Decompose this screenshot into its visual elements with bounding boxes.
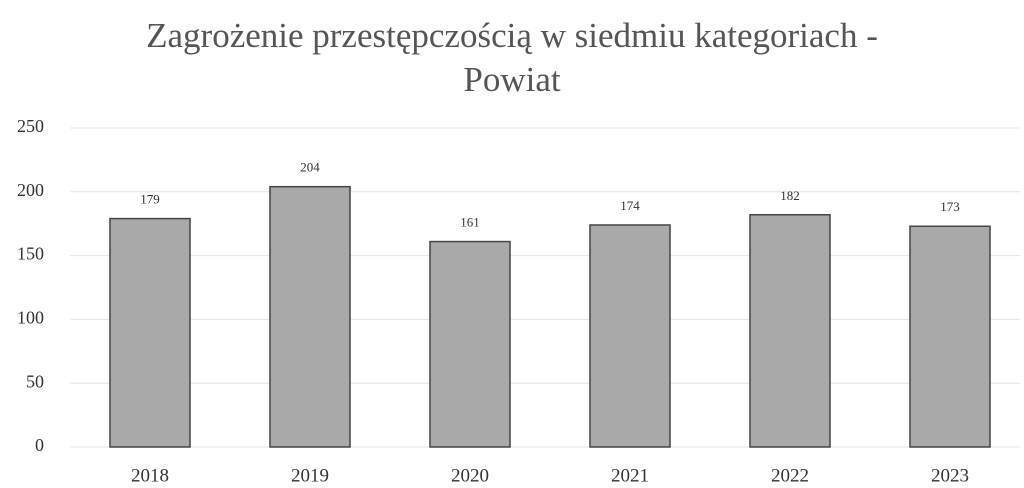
x-tick-label: 2023	[931, 465, 969, 486]
x-tick-label: 2018	[131, 465, 169, 486]
bar	[589, 224, 671, 448]
value-label: 204	[300, 160, 320, 175]
y-tick-label: 200	[17, 180, 44, 200]
value-label: 173	[940, 199, 960, 214]
x-tick-label: 2022	[771, 465, 809, 486]
y-tick-label: 250	[17, 116, 44, 136]
value-label: 161	[460, 215, 480, 230]
x-tick-label: 2019	[291, 465, 329, 486]
bar	[909, 225, 991, 448]
bar	[109, 217, 191, 448]
x-tick-label: 2020	[451, 465, 489, 486]
y-tick-label: 0	[35, 435, 44, 455]
y-tick-label: 50	[26, 371, 44, 391]
y-tick-label: 150	[17, 244, 44, 264]
bar	[429, 240, 511, 448]
value-label: 182	[780, 188, 800, 203]
y-tick-label: 100	[17, 308, 44, 328]
bar	[749, 214, 831, 448]
x-tick-label: 2021	[611, 465, 649, 486]
chart-title: Zagrożenie przestępczością w siedmiu kat…	[146, 16, 878, 99]
value-label: 174	[620, 198, 640, 213]
value-label: 179	[140, 192, 160, 207]
bar	[269, 185, 351, 448]
